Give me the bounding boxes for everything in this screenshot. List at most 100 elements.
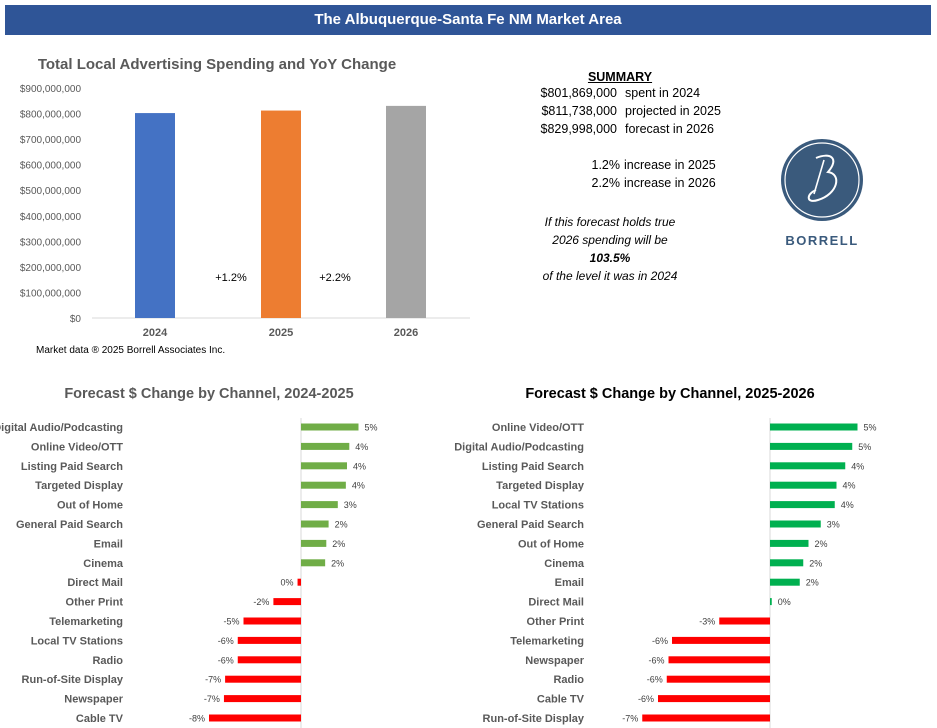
bar-out-of-home <box>770 539 809 547</box>
data-label: 4% <box>841 500 854 510</box>
summary-amount: $801,869,000 <box>540 86 617 100</box>
x-tick-label: 2024 <box>143 327 168 339</box>
bar-run-of-site-display <box>642 714 770 722</box>
data-label: 4% <box>851 461 864 471</box>
data-label: -5% <box>223 617 239 627</box>
category-label: Cinema <box>544 558 585 570</box>
summary-label: forecast in 2026 <box>625 122 714 136</box>
category-label: Direct Mail <box>67 577 123 589</box>
summary-pct: 2.2% <box>591 176 621 190</box>
summary-pct-label: increase in 2025 <box>624 158 716 172</box>
data-label: 2% <box>335 520 348 530</box>
bar-cable-tv <box>658 695 770 703</box>
bar-newspaper <box>668 656 770 664</box>
note-line: of the level it was in 2024 <box>542 269 678 283</box>
summary-panel: SUMMARY $801,869,000 spent in 2024 $811,7… <box>520 70 770 192</box>
bar-other-print <box>273 598 301 606</box>
bar-targeted-display <box>770 481 837 489</box>
borrell-logo: BORRELL <box>780 138 864 248</box>
forecast-note: If this forecast holds true 2026 spendin… <box>520 213 700 285</box>
data-label: 2% <box>815 539 828 549</box>
category-label: Run-of-Site Display <box>483 713 585 725</box>
bar-radio <box>666 675 770 683</box>
bar-email <box>770 578 800 586</box>
category-label: Email <box>555 577 584 589</box>
market-title-banner: The Albuquerque-Santa Fe NM Market Area <box>5 5 931 35</box>
summary-heading: SUMMARY <box>587 70 653 84</box>
data-label: -6% <box>647 675 663 685</box>
data-label: -7% <box>205 675 221 685</box>
summary-label: spent in 2024 <box>625 86 701 100</box>
category-label: Out of Home <box>518 538 584 550</box>
data-label: -6% <box>652 636 668 646</box>
data-label: 4% <box>355 442 368 452</box>
borrell-logo-mark-icon <box>781 139 863 221</box>
bar-email <box>301 539 327 547</box>
summary-label: projected in 2025 <box>625 104 721 118</box>
summary-row: $811,738,000 projected in 2025 <box>520 102 770 120</box>
data-label: -2% <box>253 597 269 607</box>
data-label: -6% <box>638 694 654 704</box>
bar-radio <box>237 656 301 664</box>
y-tick-label: $800,000,000 <box>20 110 82 121</box>
summary-pct-row: 1.2% increase in 2025 <box>520 156 770 174</box>
bar-digital-audio-podcasting <box>770 442 853 450</box>
category-label: Digital Audio/Podcasting <box>0 422 123 434</box>
data-label: -6% <box>218 655 234 665</box>
y-tick-label: $100,000,000 <box>20 288 82 299</box>
summary-pct: 1.2% <box>591 158 621 172</box>
bar-listing-paid-search <box>301 462 347 470</box>
data-label: 3% <box>344 500 357 510</box>
category-label: Other Print <box>66 597 124 609</box>
bar-digital-audio-podcasting <box>301 423 359 431</box>
bar-listing-paid-search <box>770 462 846 470</box>
y-tick-label: $400,000,000 <box>20 212 82 223</box>
data-label: 4% <box>843 481 856 491</box>
category-label: Direct Mail <box>528 597 584 609</box>
y-tick-label: $200,000,000 <box>20 263 82 274</box>
category-label: General Paid Search <box>16 519 123 531</box>
category-label: Telemarketing <box>510 635 584 647</box>
yoy-change-label: +1.2% <box>215 272 247 284</box>
summary-amount: $811,738,000 <box>541 104 617 118</box>
category-label: Targeted Display <box>496 480 585 492</box>
category-label: Digital Audio/Podcasting <box>454 441 584 453</box>
yoy-change-label: +2.2% <box>319 272 351 284</box>
data-label: 2% <box>806 578 819 588</box>
bar-telemarketing <box>672 636 770 644</box>
data-label: 2% <box>809 558 822 568</box>
category-label: Online Video/OTT <box>31 441 123 453</box>
bar-newspaper <box>223 695 301 703</box>
data-label: 5% <box>858 442 871 452</box>
category-label: Local TV Stations <box>31 635 123 647</box>
category-label: Telemarketing <box>49 616 123 628</box>
bar-cinema <box>770 559 804 567</box>
category-label: Cable TV <box>537 694 585 706</box>
data-label: -3% <box>699 617 715 627</box>
bar-online-video-ott <box>770 423 858 431</box>
x-tick-label: 2026 <box>394 327 418 339</box>
bar-out-of-home <box>301 501 338 509</box>
data-label: -7% <box>204 694 220 704</box>
data-label: -6% <box>218 636 234 646</box>
category-label: Run-of-Site Display <box>22 674 124 686</box>
x-tick-label: 2025 <box>269 327 293 339</box>
bar-local-tv-stations <box>770 501 835 509</box>
note-value: 103.5% <box>589 251 631 265</box>
bar-direct-mail <box>770 598 772 606</box>
category-label: Online Video/OTT <box>492 422 584 434</box>
summary-pct-label: increase in 2026 <box>624 176 716 190</box>
bar-other-print <box>719 617 770 625</box>
y-tick-label: $600,000,000 <box>20 161 82 172</box>
data-label: 2% <box>332 539 345 549</box>
data-label: 4% <box>352 481 365 491</box>
bar-targeted-display <box>301 481 346 489</box>
data-label: -7% <box>622 714 638 724</box>
summary-row: $801,869,000 spent in 2024 <box>520 84 770 102</box>
summary-row: $829,998,000 forecast in 2026 <box>520 120 770 138</box>
category-label: Radio <box>553 674 584 686</box>
category-label: Targeted Display <box>35 480 124 492</box>
bar-cinema <box>301 559 326 567</box>
category-label: Listing Paid Search <box>21 461 123 473</box>
